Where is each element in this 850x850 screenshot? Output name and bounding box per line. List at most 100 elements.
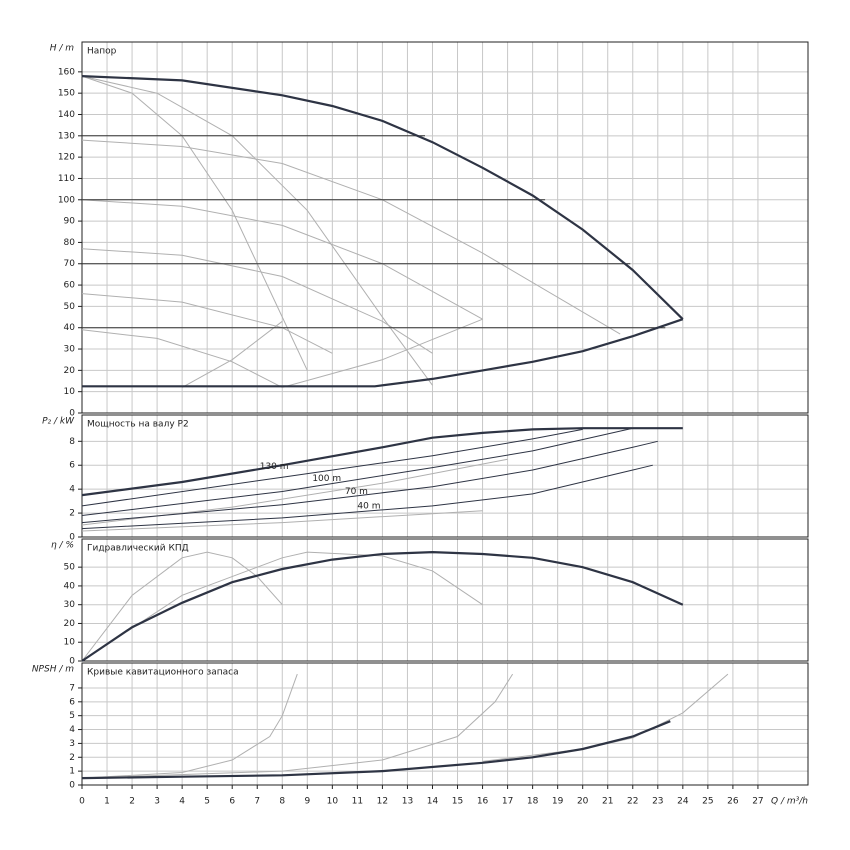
y-tick-label: 0 xyxy=(69,533,75,543)
x-tick-label: 21 xyxy=(602,797,613,807)
y-tick-label: 7 xyxy=(69,683,75,693)
x-tick-label: 13 xyxy=(402,797,413,807)
y-axis-label: H / m xyxy=(50,44,75,54)
y-tick-label: 10 xyxy=(64,387,76,397)
x-tick-label: 7 xyxy=(254,797,260,807)
x-tick-label: 5 xyxy=(204,797,210,807)
x-axis-label: Q / m³/h xyxy=(771,797,808,807)
x-tick-label: 22 xyxy=(627,797,638,807)
x-tick-label: 10 xyxy=(327,797,339,807)
panel-title: Мощность на валу P2 xyxy=(87,420,189,430)
y-tick-label: 50 xyxy=(64,563,76,573)
curve xyxy=(81,329,283,388)
y-tick-label: 3 xyxy=(69,739,75,749)
curve xyxy=(81,720,671,780)
y-tick-label: 2 xyxy=(69,509,75,519)
curve xyxy=(81,427,683,497)
x-tick-label: 18 xyxy=(527,797,539,807)
curve-label: 130 m xyxy=(260,462,289,472)
curve xyxy=(81,248,433,354)
panel-title: Кривые кавитационного запаса xyxy=(87,668,239,678)
y-tick-label: 40 xyxy=(64,323,76,333)
panel-title: Гидравлический КПД xyxy=(87,544,189,554)
curve xyxy=(81,428,583,507)
curve xyxy=(81,293,333,354)
curve xyxy=(181,320,283,388)
y-tick-label: 1 xyxy=(69,767,75,777)
y-tick-label: 2 xyxy=(69,753,75,763)
x-tick-label: 11 xyxy=(352,797,363,807)
curve xyxy=(81,199,483,320)
y-tick-label: 20 xyxy=(64,619,76,629)
y-tick-label: 160 xyxy=(58,67,75,77)
plot-frame xyxy=(81,662,809,786)
curve-label: 40 m xyxy=(357,501,380,511)
curve xyxy=(482,673,729,762)
curve xyxy=(81,427,633,516)
x-tick-label: 16 xyxy=(477,797,489,807)
x-tick-label: 9 xyxy=(304,797,310,807)
y-tick-label: 130 xyxy=(58,131,75,141)
x-tick-label: 0 xyxy=(79,797,85,807)
x-tick-label: 12 xyxy=(377,797,388,807)
curve-label: 70 m xyxy=(345,487,368,497)
y-tick-label: 110 xyxy=(58,174,75,184)
x-tick-label: 19 xyxy=(552,797,564,807)
x-tick-label: 1 xyxy=(104,797,110,807)
y-tick-label: 10 xyxy=(64,638,76,648)
curve-label: 100 m xyxy=(312,474,341,484)
x-tick-label: 3 xyxy=(154,797,160,807)
curve xyxy=(82,318,684,388)
curve xyxy=(81,458,508,526)
y-tick-label: 140 xyxy=(58,110,75,120)
panel-title: Напор xyxy=(87,47,117,57)
y-tick-label: 4 xyxy=(69,725,75,735)
curve xyxy=(81,551,483,662)
x-tick-label: 25 xyxy=(702,797,713,807)
curve xyxy=(81,440,658,524)
x-tick-label: 8 xyxy=(279,797,285,807)
x-tick-label: 27 xyxy=(752,797,763,807)
y-tick-label: 5 xyxy=(69,711,75,721)
y-tick-label: 100 xyxy=(58,195,75,205)
y-tick-label: 60 xyxy=(64,281,76,291)
y-tick-label: 30 xyxy=(64,600,76,610)
x-tick-label: 14 xyxy=(427,797,439,807)
y-tick-label: 150 xyxy=(58,89,75,99)
plot-frame xyxy=(81,538,809,662)
y-tick-label: 4 xyxy=(69,485,75,495)
x-tick-label: 17 xyxy=(502,797,513,807)
x-tick-label: 26 xyxy=(727,797,739,807)
y-tick-label: 120 xyxy=(58,153,75,163)
curve xyxy=(81,75,684,320)
y-tick-label: 20 xyxy=(64,366,76,376)
y-tick-label: 90 xyxy=(64,217,76,227)
x-tick-label: 23 xyxy=(652,797,663,807)
curve xyxy=(81,139,621,335)
curve xyxy=(81,464,653,530)
curve xyxy=(81,673,298,779)
x-tick-label: 24 xyxy=(677,797,689,807)
curve xyxy=(81,673,514,779)
y-axis-label: NPSH / m xyxy=(32,665,74,675)
y-tick-label: 0 xyxy=(69,657,75,667)
y-tick-label: 6 xyxy=(69,461,75,471)
x-tick-label: 4 xyxy=(179,797,185,807)
x-tick-label: 6 xyxy=(229,797,235,807)
curve xyxy=(81,550,684,662)
y-tick-label: 70 xyxy=(64,259,76,269)
curve xyxy=(81,510,483,532)
x-tick-label: 20 xyxy=(577,797,589,807)
curve xyxy=(81,75,433,386)
y-tick-label: 40 xyxy=(64,581,76,591)
y-tick-label: 30 xyxy=(64,345,76,355)
y-tick-label: 80 xyxy=(64,238,76,248)
x-tick-label: 2 xyxy=(129,797,135,807)
plot-frame xyxy=(81,414,809,538)
curve xyxy=(282,318,483,388)
y-tick-label: 50 xyxy=(64,302,76,312)
x-tick-label: 15 xyxy=(452,797,463,807)
curve xyxy=(81,75,308,371)
y-tick-label: 0 xyxy=(69,409,75,419)
